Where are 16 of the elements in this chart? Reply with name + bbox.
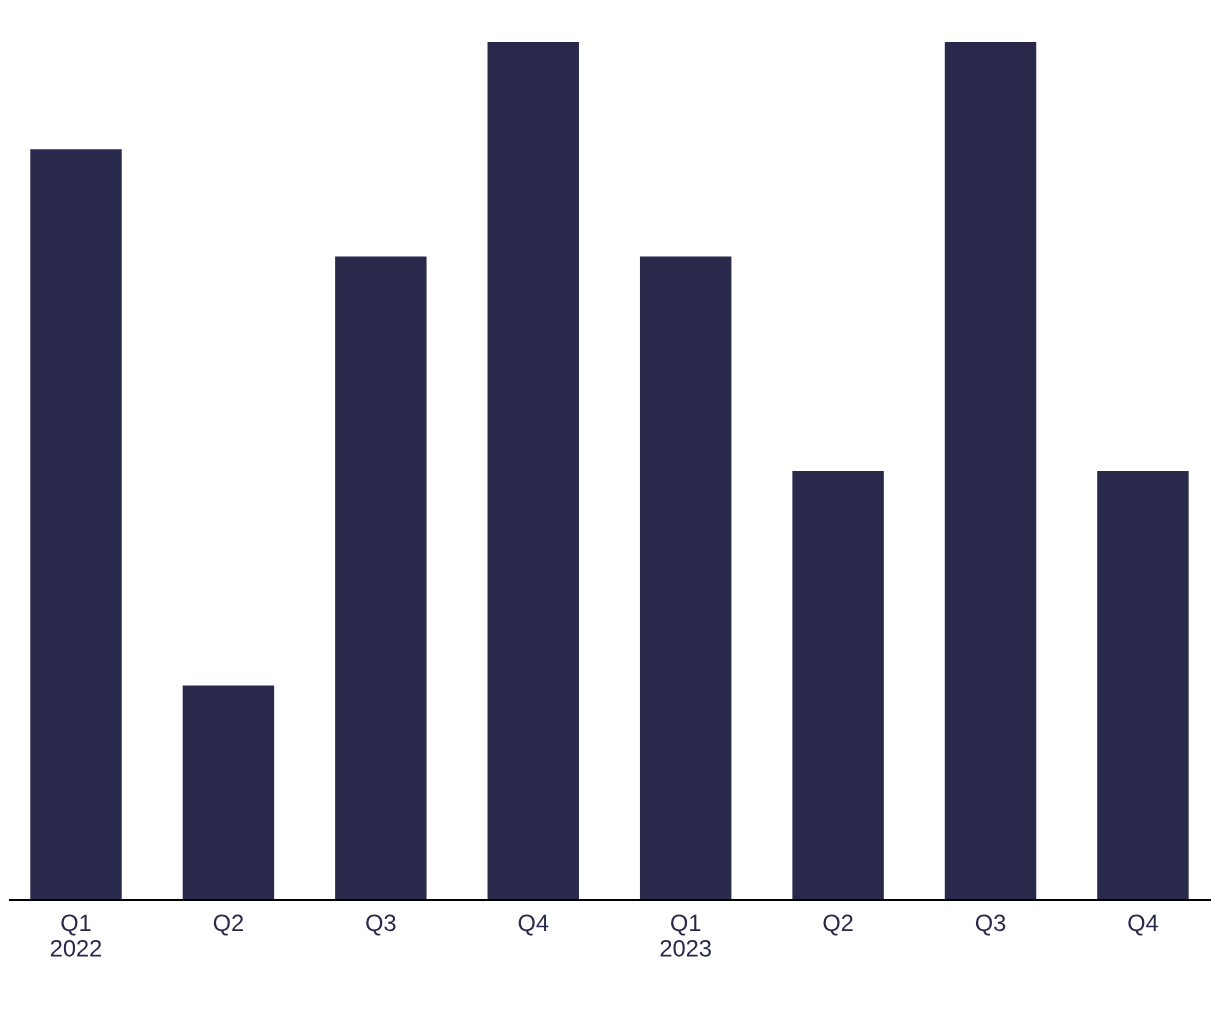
bar: [487, 42, 579, 900]
x-tick-label: Q2: [213, 914, 243, 936]
bar: [182, 685, 275, 900]
x-tick-label: Q3: [366, 914, 396, 936]
bar: [30, 149, 122, 900]
x-tick-label: Q1 2022: [50, 914, 102, 957]
x-tick-label: Q3: [975, 914, 1006, 936]
x-tick-label: Q1 2023: [660, 914, 711, 957]
x-tick-label: Q4: [518, 914, 549, 936]
bar: [335, 256, 427, 900]
x-tick-label: Q4: [1128, 914, 1158, 936]
bar: [792, 471, 884, 900]
bar: [1097, 471, 1189, 900]
bar: [944, 42, 1037, 900]
bar: [639, 256, 732, 900]
x-tick-label: Q2: [823, 914, 853, 936]
